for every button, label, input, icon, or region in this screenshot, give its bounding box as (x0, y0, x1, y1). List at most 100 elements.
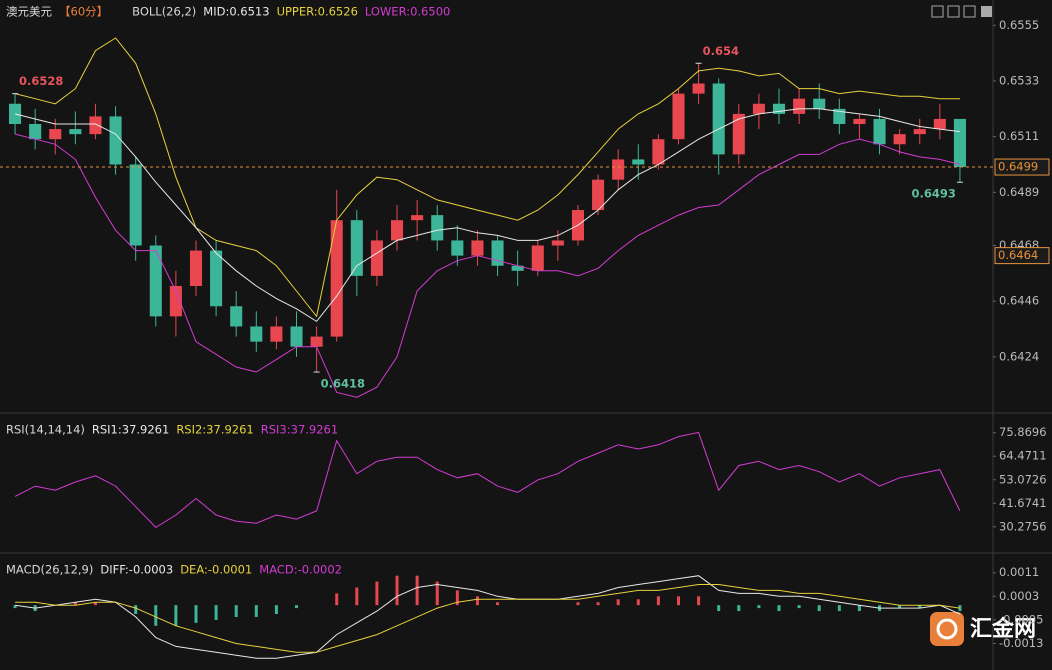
candle-body (431, 215, 444, 241)
candle-body (853, 118, 866, 125)
panel-legend: RSI(14,14,14) (6, 423, 85, 437)
extreme-label: 0.6528 (19, 74, 63, 88)
panel-legend: DIFF:-0.0003 (100, 563, 173, 577)
candle-body (752, 103, 765, 114)
candle-body (169, 285, 182, 317)
candle-body (692, 83, 705, 94)
price-tag (994, 247, 1050, 265)
y-tick-label: 75.8696 (999, 425, 1047, 439)
candle-body (310, 336, 323, 347)
y-tick-label: 0.6555 (999, 18, 1039, 32)
candle-body (531, 245, 544, 271)
candle-body (833, 108, 846, 125)
candle-body (612, 159, 625, 180)
y-tick-label: 0.6533 (999, 73, 1039, 87)
panel-legend: RSI3:37.9261 (261, 423, 338, 437)
watermark: 汇金网 (930, 612, 1036, 646)
indicator-line (15, 584, 960, 653)
panel-legend: DEA:-0.0001 (180, 563, 252, 577)
indicator-line (14, 431, 961, 529)
candle-body (933, 118, 946, 130)
panel-legend: 澳元美元 (6, 5, 52, 19)
candle-body (230, 306, 243, 327)
candle-body (391, 220, 404, 241)
panel-legend: MID:0.6513 (203, 5, 269, 19)
y-tick-label: 0.6446 (999, 294, 1039, 308)
tool-icon[interactable] (947, 5, 960, 18)
candle-body (632, 159, 645, 165)
candle-body (69, 129, 82, 135)
y-tick-label: 30.2756 (999, 519, 1047, 533)
y-tick-label: 41.6741 (999, 496, 1047, 510)
candle-body (89, 116, 102, 135)
candle-body (290, 326, 303, 347)
indicator-line (15, 575, 961, 659)
candle-body (49, 129, 62, 140)
candle-body (732, 113, 745, 155)
candle-body (189, 250, 203, 286)
candle-body (270, 326, 283, 342)
y-tick-label: 0.0011 (999, 565, 1039, 579)
candle-body (370, 240, 383, 276)
candle-body (672, 93, 685, 140)
candle-body (330, 220, 343, 337)
candle-body (451, 240, 464, 256)
candle-body (913, 129, 926, 135)
y-tick-label: 64.4711 (999, 449, 1047, 463)
candle-body (471, 240, 484, 256)
tool-icon[interactable] (931, 5, 944, 18)
candle-body (149, 245, 162, 317)
candle-body (109, 116, 122, 165)
panel-legend: LOWER:0.6500 (365, 5, 450, 19)
indicator-line (14, 108, 960, 323)
tool-icon[interactable] (963, 5, 976, 18)
panel-legend: UPPER:0.6526 (277, 5, 358, 19)
indicator-line (14, 133, 961, 398)
panel-legend: MACD(26,12,9) (6, 563, 93, 577)
indicator-line (14, 37, 960, 318)
candle-body (9, 103, 22, 125)
candle-body (813, 98, 826, 109)
panel-legend: RSI2:37.9261 (176, 423, 253, 437)
logo-mark (936, 618, 958, 640)
extreme-label: 0.654 (703, 44, 739, 58)
candle-body (953, 118, 966, 168)
price-tag-label: 0.6499 (998, 160, 1038, 174)
logo-mark (930, 612, 964, 646)
y-tick-label: 53.0726 (999, 472, 1047, 486)
candle-body (592, 179, 605, 211)
candle-body (350, 220, 363, 276)
candle-body (893, 134, 906, 145)
candle-body (250, 326, 263, 342)
candle-body (411, 215, 424, 221)
panel-legend: BOLL(26,2) (132, 5, 196, 19)
candle-body (511, 265, 524, 271)
y-tick-label: 0.6511 (999, 129, 1039, 143)
y-tick-label: -0.0013 (999, 636, 1043, 650)
y-tick-label: -0.0005 (999, 612, 1043, 626)
candle-body (793, 98, 806, 114)
panel-legend: RSI1:37.9261 (92, 423, 169, 437)
candle-body (551, 240, 564, 246)
y-tick-label: 0.6424 (999, 349, 1039, 363)
y-tick-label: 0.6489 (999, 185, 1039, 199)
toolbar[interactable] (931, 5, 992, 18)
watermark-text: 汇金网 (970, 616, 1036, 642)
price-tag (994, 158, 1050, 176)
price-tag-label: 0.6464 (998, 248, 1038, 262)
extreme-label: 0.6493 (912, 187, 956, 201)
candle-body (29, 124, 42, 140)
extreme-label: 0.6418 (321, 377, 365, 391)
candle-body (712, 83, 725, 155)
candle-body (652, 139, 665, 165)
panel-legend: MACD:-0.0002 (259, 563, 342, 577)
candle-body (873, 118, 886, 145)
panel-legend: 【60分】 (59, 5, 108, 19)
y-tick-label: 0.0003 (999, 589, 1039, 603)
candle-body (772, 103, 786, 114)
candle-body (210, 250, 223, 307)
candle-body (129, 164, 142, 246)
tool-icon[interactable] (981, 6, 992, 17)
